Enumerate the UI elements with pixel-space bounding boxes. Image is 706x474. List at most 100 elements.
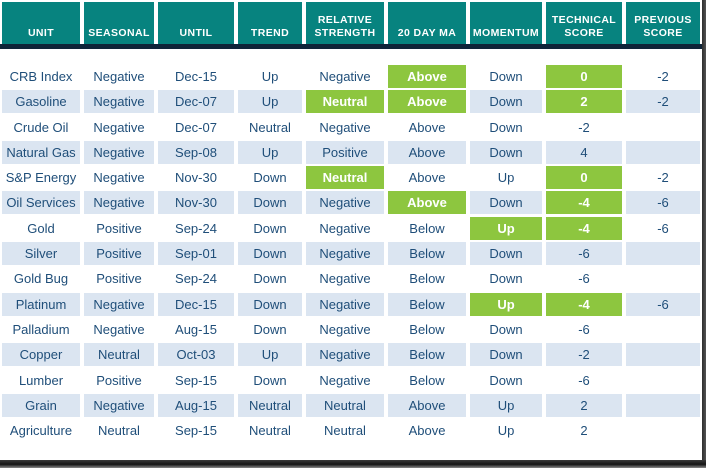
cell-relative_strength: Negative	[306, 343, 384, 367]
cell-momentum: Down	[470, 140, 542, 164]
cell-until: Sep-24	[158, 267, 234, 291]
cell-unit: Natural Gas	[2, 140, 80, 164]
cell-technical_score: -6	[546, 368, 622, 392]
cell-momentum: Down	[470, 65, 542, 88]
cell-ma20: Above	[388, 393, 466, 417]
cell-unit: Oil Services	[2, 191, 80, 215]
table-row: Lumber Positive Sep-15 Down Negative Below Dow…	[0, 368, 704, 392]
cell-unit: Gold	[2, 216, 80, 240]
cell-momentum: Down	[470, 191, 542, 215]
cell-until: Dec-15	[158, 65, 234, 88]
cell-trend: Neutral	[238, 393, 302, 417]
cell-until: Nov-30	[158, 191, 234, 215]
cell-unit: Gold Bug	[2, 267, 80, 291]
cell-trend: Down	[238, 267, 302, 291]
cell-seasonal: Negative	[84, 317, 154, 341]
cell-momentum: Down	[470, 90, 542, 114]
cell-until: Sep-01	[158, 242, 234, 266]
cell-ma20: Below	[388, 267, 466, 291]
cell-ma20: Above	[388, 90, 466, 114]
cell-trend: Up	[238, 90, 302, 114]
table-row: Gasoline Negative Dec-07 Up Neutral Above Down…	[0, 90, 704, 114]
cell-unit: Copper	[2, 343, 80, 367]
cell-ma20: Above	[388, 419, 466, 443]
column-header-trend: TREND	[238, 2, 302, 44]
cell-until: Dec-07	[158, 115, 234, 139]
table-row: Palladium Negative Aug-15 Down Negative Below…	[0, 317, 704, 341]
cell-seasonal: Positive	[84, 242, 154, 266]
cell-technical_score: -4	[546, 191, 622, 215]
cell-relative_strength: Negative	[306, 317, 384, 341]
cell-ma20: Below	[388, 343, 466, 367]
cell-until: Sep-15	[158, 368, 234, 392]
column-header-momentum: MOMENTUM	[470, 2, 542, 44]
cell-relative_strength: Neutral	[306, 393, 384, 417]
cell-technical_score: 4	[546, 140, 622, 164]
table-row: Copper Neutral Oct-03 Up Negative Below Down -2	[0, 343, 704, 367]
cell-momentum: Up	[470, 292, 542, 316]
cell-until: Sep-24	[158, 216, 234, 240]
cell-trend: Up	[238, 140, 302, 164]
cell-seasonal: Negative	[84, 292, 154, 316]
cell-seasonal: Negative	[84, 115, 154, 139]
table-content: UNIT SEASONAL UNTIL TREND RELATIVE STRENGTH 2…	[0, 2, 704, 443]
cell-trend: Down	[238, 166, 302, 190]
cell-unit: Agriculture	[2, 419, 80, 443]
cell-technical_score: 2	[546, 393, 622, 417]
cell-seasonal: Negative	[84, 393, 154, 417]
cell-previous_score: -6	[626, 216, 700, 240]
table-body: CRB Index Negative Dec-15 Up Negative Above Do…	[0, 65, 704, 443]
column-header-previous_score: PREVIOUS SCORE	[626, 2, 700, 44]
cell-momentum: Down	[470, 368, 542, 392]
cell-previous_score	[626, 393, 700, 417]
table-row: Natural Gas Negative Sep-08 Up Positive Above…	[0, 140, 704, 164]
cell-trend: Up	[238, 65, 302, 88]
cell-previous_score: -6	[626, 191, 700, 215]
column-header-relative_strength: RELATIVE STRENGTH	[306, 2, 384, 44]
cell-previous_score	[626, 115, 700, 139]
header-divider	[0, 44, 704, 49]
cell-unit: Palladium	[2, 317, 80, 341]
cell-seasonal: Negative	[84, 166, 154, 190]
cell-momentum: Down	[470, 242, 542, 266]
cell-relative_strength: Negative	[306, 115, 384, 139]
cell-seasonal: Negative	[84, 191, 154, 215]
cell-trend: Down	[238, 292, 302, 316]
cell-seasonal: Negative	[84, 90, 154, 114]
cell-relative_strength: Negative	[306, 65, 384, 88]
table-row: Gold Bug Positive Sep-24 Down Negative Below D…	[0, 267, 704, 291]
cell-until: Dec-07	[158, 90, 234, 114]
cell-previous_score	[626, 140, 700, 164]
cell-relative_strength: Positive	[306, 140, 384, 164]
cell-technical_score: -6	[546, 317, 622, 341]
cell-until: Oct-03	[158, 343, 234, 367]
cell-previous_score: -2	[626, 90, 700, 114]
cell-unit: Crude Oil	[2, 115, 80, 139]
cell-previous_score: -2	[626, 166, 700, 190]
cell-relative_strength: Neutral	[306, 90, 384, 114]
cell-trend: Up	[238, 343, 302, 367]
cell-previous_score	[626, 317, 700, 341]
cell-until: Sep-08	[158, 140, 234, 164]
cell-ma20: Above	[388, 115, 466, 139]
cell-relative_strength: Neutral	[306, 419, 384, 443]
cell-trend: Neutral	[238, 115, 302, 139]
table-row: Platinum Negative Dec-15 Down Negative Below U…	[0, 292, 704, 316]
cell-momentum: Down	[470, 115, 542, 139]
cell-ma20: Below	[388, 317, 466, 341]
cell-unit: Lumber	[2, 368, 80, 392]
cell-relative_strength: Negative	[306, 216, 384, 240]
cell-momentum: Down	[470, 343, 542, 367]
cell-ma20: Below	[388, 216, 466, 240]
table-row: Grain Negative Aug-15 Neutral Neutral Above Up…	[0, 393, 704, 417]
cell-unit: Silver	[2, 242, 80, 266]
cell-technical_score: -2	[546, 115, 622, 139]
cell-relative_strength: Negative	[306, 191, 384, 215]
cell-unit: Platinum	[2, 292, 80, 316]
cell-ma20: Above	[388, 65, 466, 88]
cell-trend: Down	[238, 191, 302, 215]
cell-relative_strength: Negative	[306, 368, 384, 392]
cell-relative_strength: Neutral	[306, 166, 384, 190]
cell-technical_score: -6	[546, 242, 622, 266]
